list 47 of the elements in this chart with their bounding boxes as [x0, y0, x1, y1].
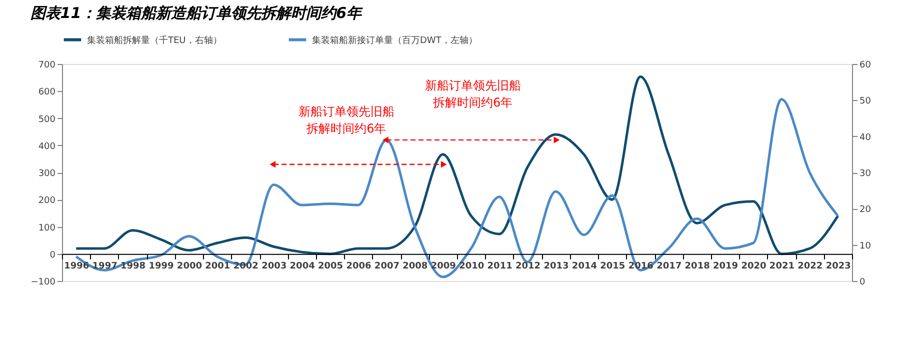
- x-tick-label: 2018: [684, 261, 710, 272]
- y-tick-label: 700: [38, 60, 56, 70]
- x-tick-label: 2004: [290, 261, 315, 272]
- line-series: [74, 75, 840, 256]
- y2-tick-label: 60: [860, 60, 872, 70]
- x-tick-label: 2005: [318, 261, 344, 272]
- x-tick-label: 2003: [262, 261, 287, 272]
- x-tick-label: 2020: [741, 261, 766, 272]
- x-tick-label: 2019: [713, 261, 738, 272]
- y-tick-label: −100: [30, 278, 56, 288]
- y2-tick-label: 40: [860, 132, 872, 143]
- y2-tick-label: 20: [860, 205, 872, 216]
- annotation: 新船订单领先旧船拆解时间约6年: [424, 78, 521, 110]
- y-tick-label: 300: [38, 169, 56, 179]
- x-tick-label: 2023: [826, 261, 851, 272]
- y2-tick-label: 0: [860, 278, 866, 288]
- x-tick-label: 1998: [120, 261, 146, 272]
- y-tick-label: 100: [38, 223, 56, 234]
- x-tick-label: 2001: [205, 261, 230, 272]
- chart-title: 图表11：集装箱船新造船订单领先拆解时间约6年: [30, 4, 364, 22]
- x-tick-label: 2010: [459, 261, 484, 272]
- x-tick-label: 2015: [600, 261, 626, 272]
- x-tick-label: 1996: [64, 261, 90, 272]
- y-tick-label: 500: [38, 114, 56, 125]
- legend-label: 集装箱船拆解量（千TEU，右轴）: [87, 34, 222, 46]
- x-tick-label: 2012: [516, 261, 541, 272]
- x-tick-label: 2006: [346, 261, 372, 272]
- y2-tick-label: 50: [860, 96, 872, 107]
- y-tick-label: 200: [38, 196, 56, 206]
- x-tick-label: 2014: [572, 261, 597, 272]
- y-tick-label: 0: [50, 250, 56, 260]
- x-tick-label: 2013: [544, 261, 569, 272]
- x-tick-label: 1999: [148, 261, 174, 272]
- y-tick-label: 400: [38, 142, 56, 152]
- x-tick-label: 2017: [656, 261, 682, 272]
- x-tick-label: 2011: [487, 261, 512, 272]
- y2-tick-label: 10: [860, 241, 872, 252]
- x-tick-label: 2021: [769, 261, 794, 272]
- x-tick-label: 2000: [176, 261, 202, 272]
- x-tick-label: 2002: [233, 261, 258, 272]
- x-tick-label: 2008: [402, 261, 428, 272]
- y2-tick-label: 30: [860, 169, 872, 179]
- y-tick-label: 600: [38, 88, 56, 98]
- x-tick-label: 2022: [798, 261, 823, 272]
- x-tick-label: 2007: [374, 261, 400, 272]
- annotation: 新船订单领先旧船拆解时间约6年: [298, 104, 394, 136]
- legend-label: 集装箱船新接订单量（百万DWT，左轴）: [312, 34, 478, 46]
